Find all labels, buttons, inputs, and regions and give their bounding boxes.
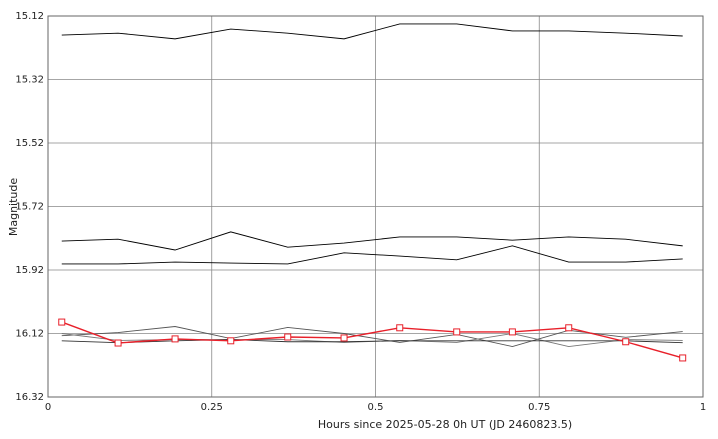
series-line	[61, 23, 683, 40]
x-axis-label: Hours since 2025-05-28 0h UT (JD 2460823…	[318, 418, 572, 431]
y-tick-label: 16.32	[15, 392, 44, 403]
point-marker	[340, 334, 348, 342]
point-marker	[679, 354, 687, 362]
x-tick-label: 0	[45, 402, 51, 413]
y-tick-label: 15.52	[15, 138, 44, 149]
point-marker	[622, 338, 630, 346]
series-line	[61, 339, 683, 344]
series-line	[61, 231, 683, 251]
point-marker	[396, 324, 404, 332]
x-tick-label: 0.5	[368, 402, 384, 413]
x-tick-label: 1	[700, 402, 706, 413]
point-marker	[284, 333, 292, 341]
point-marker	[227, 337, 235, 345]
y-axis-label: Magnitude	[7, 178, 20, 237]
x-tick-label: 0.75	[528, 402, 550, 413]
point-marker	[58, 318, 66, 326]
point-marker	[453, 328, 461, 336]
y-tick-label: 15.32	[15, 75, 44, 86]
series-line	[61, 245, 683, 265]
plot-frame	[47, 15, 704, 398]
series-line	[61, 321, 683, 359]
point-marker	[114, 339, 122, 347]
point-marker	[508, 328, 516, 336]
point-marker	[565, 324, 573, 332]
series-line	[61, 326, 683, 347]
y-tick-label: 15.92	[15, 265, 44, 276]
y-tick-label: 15.12	[15, 11, 44, 22]
y-tick-label: 15.72	[15, 202, 44, 213]
point-marker	[171, 335, 179, 343]
x-tick-label: 0.25	[201, 402, 223, 413]
y-tick-label: 16.12	[15, 329, 44, 340]
